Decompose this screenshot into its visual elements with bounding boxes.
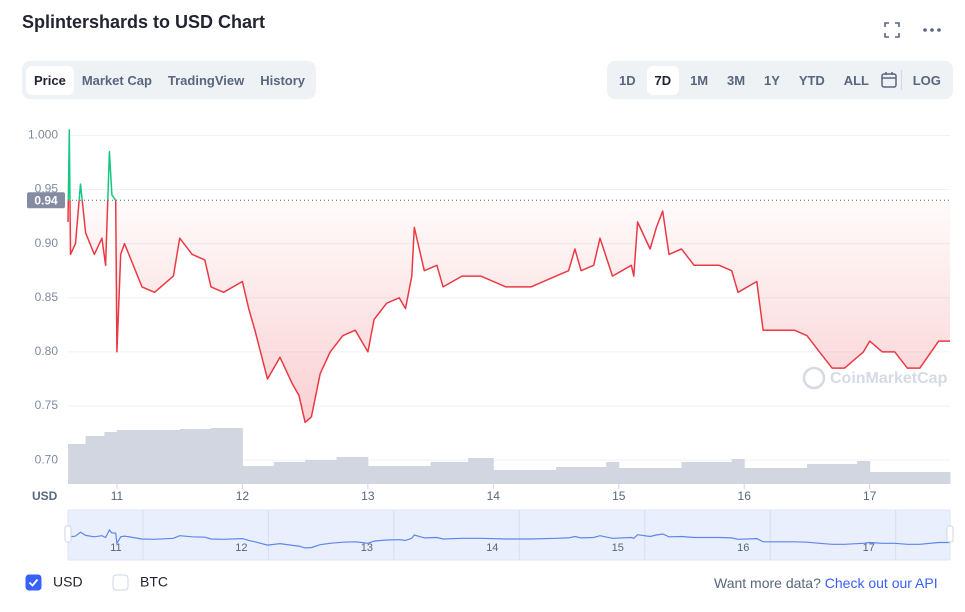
navigator-tick-label: 16 [737,542,749,554]
volume-bar [242,466,275,484]
x-tick-label: 16 [738,489,752,503]
y-tick-label: 0.85 [35,290,59,304]
volume-bar [148,430,181,484]
more-icon[interactable] [921,19,943,41]
navigator-tick-label: 15 [612,542,624,554]
chart-title: Splintershards to USD Chart [22,12,266,32]
volume-bar [681,462,733,484]
y-tick-label: 0.95 [35,182,59,196]
watermark: CoinMarketCap [830,370,948,387]
range-button[interactable]: 1M [690,72,709,88]
price-area [68,200,950,423]
legend-checkbox[interactable] [112,574,129,591]
navigator [67,509,951,561]
volume-bar [606,462,620,484]
volume-bar [468,458,494,484]
navigator-handle [946,525,954,543]
range-button[interactable]: 1Y [764,72,780,88]
range-button[interactable]: ALL [843,72,869,88]
range-bar: 1D 7D 1M 3M 1Y YTD ALL LOG [607,61,953,99]
volume-bar [211,428,243,484]
api-link[interactable]: Check out our API [824,575,938,591]
volume-bar [273,462,306,484]
volume-bar [367,466,432,484]
price-line [67,129,950,424]
volume-bar [336,457,369,484]
volume-bar [493,470,557,484]
volume-bar [305,460,337,484]
navigator-tick-label: 12 [235,542,247,554]
legend-checkbox[interactable] [25,574,42,591]
fullscreen-icon[interactable] [881,19,903,41]
y-tick-label: 1.000 [28,127,58,141]
footer-prompt: Want more data? [714,575,821,591]
footer: Want more data? Check out our API [714,575,938,591]
range-button[interactable]: YTD [798,72,825,88]
x-tick-label: 13 [361,489,375,503]
x-tick-label: 11 [111,489,124,503]
volume-bar [857,461,871,484]
range-button[interactable]: 1D [619,72,636,88]
navigator-tick-label: 14 [486,542,498,554]
navigator-tick-label: 13 [361,542,373,554]
volume-bar [85,436,105,484]
volume-bar [68,444,87,484]
navigator-handle [64,525,72,543]
volume-bar [744,468,808,484]
navigator-tick-label: 17 [863,542,875,554]
volume-bar [104,432,118,484]
tab[interactable]: History [260,72,306,88]
calendar-icon[interactable] [880,71,898,89]
x-tick-label: 14 [487,489,501,503]
navigator-tick-label: 11 [110,542,121,554]
current-price-label: 0.94 [34,193,58,207]
volume-bar [869,472,951,484]
x-tick-label: 15 [612,489,626,503]
y-tick-label: 0.75 [35,398,59,412]
range-button[interactable]: 3M [727,72,746,88]
check-mark [28,578,39,587]
currency-label: USD [32,489,58,503]
tab[interactable]: Price [26,65,74,95]
volume-bar [116,430,149,484]
y-tick-label: 0.70 [35,452,59,466]
legend-label: USD [53,574,83,590]
x-tick-label: 17 [863,489,877,503]
tab[interactable]: TradingView [167,72,245,88]
watermark-logo [802,366,826,390]
tab[interactable]: Market Cap [81,72,152,88]
volume-bar [179,429,212,484]
volume-bar [806,464,858,484]
y-tick-label: 0.80 [35,344,59,358]
range-button[interactable]: 7D [646,65,680,95]
log-button[interactable]: LOG [912,72,941,88]
legend-label: BTC [140,574,168,590]
current-price-badge [27,192,65,209]
separator [900,70,902,90]
volume-bar [556,467,607,484]
navigator-line [67,528,950,549]
volume-bar [731,459,745,484]
tab-bar: Price Market Cap TradingView History [22,61,316,99]
y-tick-label: 0.90 [35,236,59,250]
volume-bar [618,468,683,484]
volume-bar [430,462,469,484]
x-tick-label: 12 [236,489,250,503]
